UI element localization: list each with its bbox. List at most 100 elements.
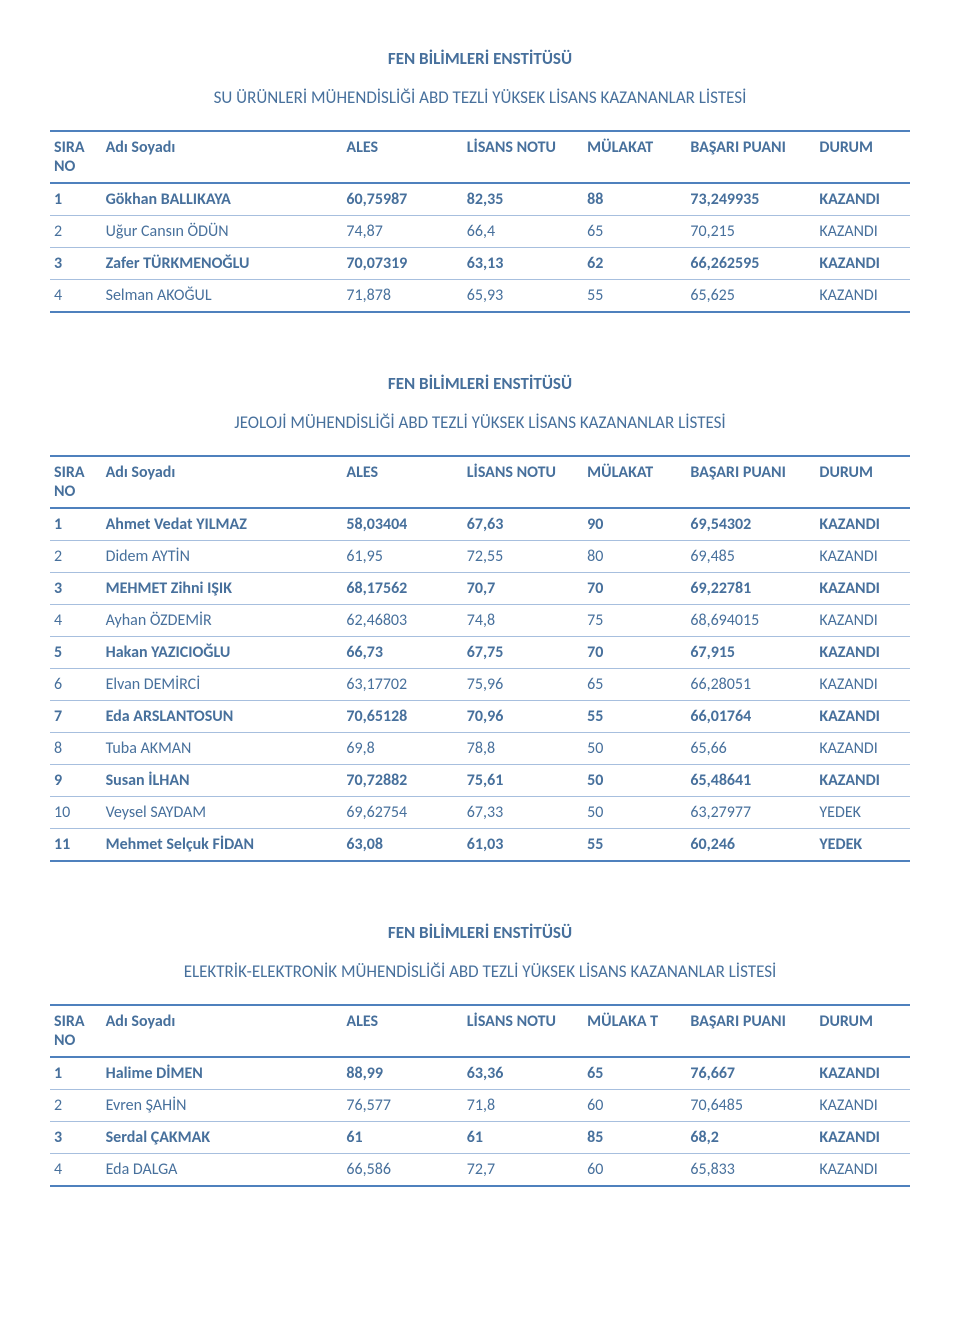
table-cell: KAZANDI [815, 765, 910, 797]
table-row: 3MEHMET Zihni IŞIK68,1756270,77069,22781… [50, 573, 910, 605]
table-cell: 3 [50, 573, 102, 605]
column-header: BAŞARI PUANI [686, 131, 815, 183]
table-row: 2Uğur Cansın ÖDÜN74,8766,46570,215KAZAND… [50, 216, 910, 248]
table-cell: Susan İLHAN [102, 765, 343, 797]
institute-title: FEN BİLİMLERİ ENSTİTÜSÜ [50, 922, 910, 943]
table-cell: Elvan DEMİRCİ [102, 669, 343, 701]
table-row: 9Susan İLHAN70,7288275,615065,48641KAZAN… [50, 765, 910, 797]
table-cell: 63,27977 [686, 797, 815, 829]
column-header: Adı Soyadı [102, 456, 343, 508]
table-cell: 1 [50, 1057, 102, 1090]
table-cell: 68,694015 [686, 605, 815, 637]
table-cell: 66,01764 [686, 701, 815, 733]
table-cell: Halime DİMEN [102, 1057, 343, 1090]
table-cell: 69,22781 [686, 573, 815, 605]
table-cell: 65,833 [686, 1154, 815, 1187]
table-cell: 68,17562 [342, 573, 462, 605]
table-cell: 67,915 [686, 637, 815, 669]
table-cell: Hakan YAZICIOĞLU [102, 637, 343, 669]
table-cell: 69,485 [686, 541, 815, 573]
table-cell: 76,577 [342, 1090, 462, 1122]
table-cell: 50 [583, 733, 686, 765]
table-row: 4Ayhan ÖZDEMİR62,4680374,87568,694015KAZ… [50, 605, 910, 637]
table-cell: 69,54302 [686, 508, 815, 541]
table-cell: 61,03 [463, 829, 583, 862]
table-subtitle: SU ÜRÜNLERİ MÜHENDİSLİĞİ ABD TEZLİ YÜKSE… [50, 87, 910, 108]
table-row: 11Mehmet Selçuk FİDAN63,0861,035560,246Y… [50, 829, 910, 862]
table-cell: KAZANDI [815, 183, 910, 216]
column-header: ALES [342, 1005, 462, 1057]
table-cell: 67,75 [463, 637, 583, 669]
table-cell: 60 [583, 1154, 686, 1187]
table-cell: 75 [583, 605, 686, 637]
table-cell: 2 [50, 541, 102, 573]
table-subtitle: ELEKTRİK-ELEKTRONİK MÜHENDİSLİĞİ ABD TEZ… [50, 961, 910, 982]
table-cell: KAZANDI [815, 1122, 910, 1154]
table-cell: 2 [50, 216, 102, 248]
column-header: Adı Soyadı [102, 1005, 343, 1057]
table-cell: 68,2 [686, 1122, 815, 1154]
table-cell: Uğur Cansın ÖDÜN [102, 216, 343, 248]
table-cell: 3 [50, 248, 102, 280]
table-cell: 88,99 [342, 1057, 462, 1090]
table-cell: 90 [583, 508, 686, 541]
table-cell: Didem AYTİN [102, 541, 343, 573]
column-header: BAŞARI PUANI [686, 1005, 815, 1057]
table-cell: 67,33 [463, 797, 583, 829]
table-cell: 50 [583, 765, 686, 797]
table-cell: Eda ARSLANTOSUN [102, 701, 343, 733]
table-cell: 72,7 [463, 1154, 583, 1187]
table-row: 6Elvan DEMİRCİ63,1770275,966566,28051KAZ… [50, 669, 910, 701]
column-header: LİSANS NOTU [463, 1005, 583, 1057]
table-cell: KAZANDI [815, 1057, 910, 1090]
table-cell: 72,55 [463, 541, 583, 573]
table-cell: 65 [583, 1057, 686, 1090]
table-cell: MEHMET Zihni IŞIK [102, 573, 343, 605]
table-cell: KAZANDI [815, 1154, 910, 1187]
table-cell: 71,878 [342, 280, 462, 313]
table-cell: 85 [583, 1122, 686, 1154]
table-cell: Selman AKOĞUL [102, 280, 343, 313]
table-cell: 70,96 [463, 701, 583, 733]
table-header-row: SIRA NOAdı SoyadıALESLİSANS NOTUMÜLAKATB… [50, 131, 910, 183]
table-cell: 75,96 [463, 669, 583, 701]
table-cell: 62,46803 [342, 605, 462, 637]
table-cell: 61 [463, 1122, 583, 1154]
table-cell: 63,08 [342, 829, 462, 862]
table-cell: 65,66 [686, 733, 815, 765]
column-header: DURUM [815, 1005, 910, 1057]
table-cell: Tuba AKMAN [102, 733, 343, 765]
table-cell: 67,63 [463, 508, 583, 541]
table-cell: 55 [583, 280, 686, 313]
table-cell: 60,246 [686, 829, 815, 862]
table-cell: 70,6485 [686, 1090, 815, 1122]
table-cell: KAZANDI [815, 605, 910, 637]
institute-title: FEN BİLİMLERİ ENSTİTÜSÜ [50, 373, 910, 394]
table-cell: 1 [50, 508, 102, 541]
table-header-row: SIRA NOAdı SoyadıALESLİSANS NOTUMÜLAKATB… [50, 456, 910, 508]
table-cell: Evren ŞAHİN [102, 1090, 343, 1122]
column-header: SIRA NO [50, 1005, 102, 1057]
table-cell: 66,262595 [686, 248, 815, 280]
table-cell: Serdal ÇAKMAK [102, 1122, 343, 1154]
column-header: MÜLAKAT [583, 456, 686, 508]
table-cell: 61 [342, 1122, 462, 1154]
column-header: DURUM [815, 456, 910, 508]
column-header: DURUM [815, 131, 910, 183]
table-cell: 65 [583, 216, 686, 248]
table-cell: 82,35 [463, 183, 583, 216]
table-cell: KAZANDI [815, 280, 910, 313]
table-cell: 5 [50, 637, 102, 669]
table-cell: 70,07319 [342, 248, 462, 280]
table-row: 8Tuba AKMAN69,878,85065,66KAZANDI [50, 733, 910, 765]
table-row: 10Veysel SAYDAM69,6275467,335063,27977YE… [50, 797, 910, 829]
column-header: MÜLAKA T [583, 1005, 686, 1057]
table-cell: 1 [50, 183, 102, 216]
table-cell: 73,249935 [686, 183, 815, 216]
table-cell: 63,13 [463, 248, 583, 280]
table-cell: 88 [583, 183, 686, 216]
table-cell: 66,4 [463, 216, 583, 248]
institute-title: FEN BİLİMLERİ ENSTİTÜSÜ [50, 48, 910, 69]
table-row: 1Ahmet Vedat YILMAZ58,0340467,639069,543… [50, 508, 910, 541]
table-cell: KAZANDI [815, 701, 910, 733]
